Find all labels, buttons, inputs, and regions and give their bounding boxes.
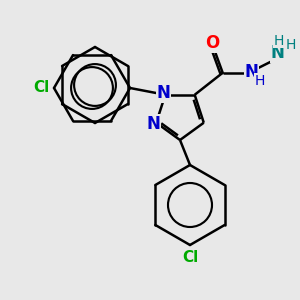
- Text: Cl: Cl: [33, 80, 49, 95]
- Text: N: N: [146, 115, 160, 133]
- Text: N: N: [271, 44, 285, 62]
- Text: H: H: [254, 74, 265, 88]
- Text: N: N: [156, 84, 170, 102]
- Text: H: H: [274, 34, 284, 48]
- Text: Cl: Cl: [182, 250, 198, 266]
- Text: O: O: [206, 34, 220, 52]
- Text: N: N: [245, 63, 259, 81]
- Text: H: H: [286, 38, 296, 52]
